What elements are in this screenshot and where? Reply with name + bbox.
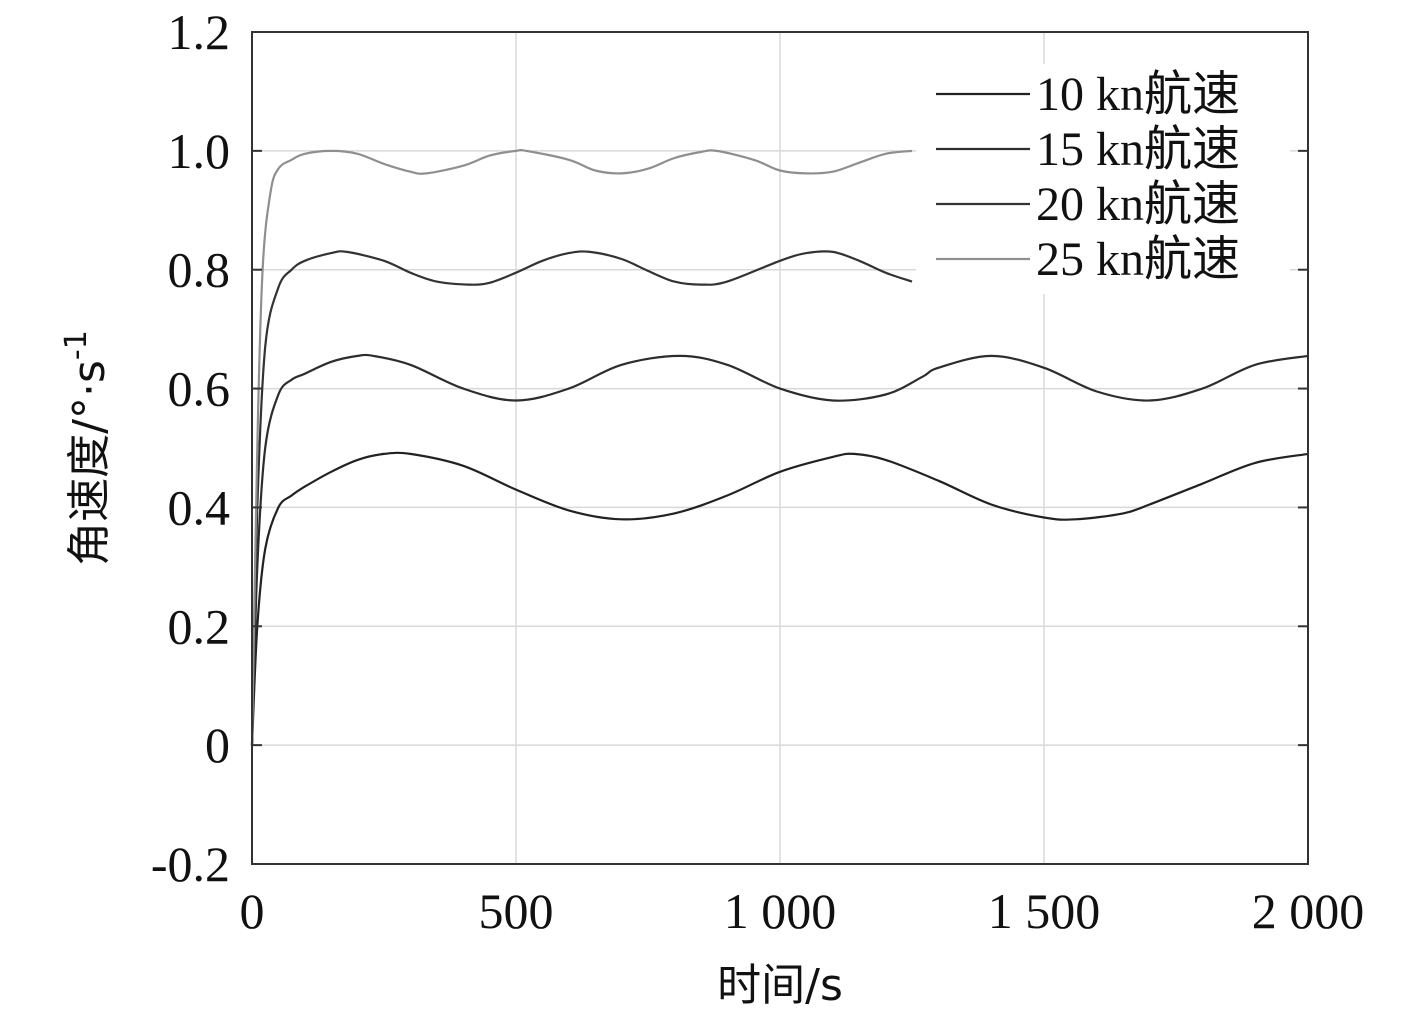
legend-background — [916, 64, 1290, 294]
y-tick-label: 0 — [205, 717, 230, 773]
y-tick-label: 0.6 — [168, 361, 231, 417]
x-tick-label: 1 500 — [988, 883, 1101, 939]
x-axis-label: 时间/s — [717, 960, 843, 1011]
y-tick-label: -0.2 — [151, 836, 230, 892]
x-tick-label: 500 — [479, 883, 554, 939]
x-tick-label: 2 000 — [1252, 883, 1365, 939]
y-tick-label: 1.2 — [168, 4, 231, 60]
y-axis-label-superscript: -1 — [59, 330, 94, 360]
y-axis-label-text: 角速度/°·s — [64, 360, 115, 566]
y-tick-label: 0.8 — [168, 242, 231, 298]
legend-label: 15 kn航速 — [1036, 123, 1240, 176]
y-tick-label: 0.4 — [168, 479, 231, 535]
series-line-4 — [250, 148, 913, 746]
tick-labels: 0 500 1 000 1 500 2 000-0.200.20.40.60.81.01… — [151, 4, 1364, 939]
legend-label: 10 kn航速 — [1036, 68, 1240, 121]
series-line-1 — [250, 451, 1309, 746]
plot-frame — [251, 31, 1309, 865]
x-tick-label: 1 000 — [724, 883, 837, 939]
y-tick-label: 0.2 — [168, 598, 231, 654]
series-line-3 — [250, 250, 913, 746]
y-axis-label: 角速度/°·s-1 — [59, 330, 115, 566]
legend-label: 20 kn航速 — [1036, 178, 1240, 231]
x-tick-label: 0 — [240, 883, 265, 939]
series-line-2 — [250, 353, 1309, 746]
legend-label: 25 kn航速 — [1036, 233, 1240, 286]
series-lines — [250, 148, 1309, 746]
y-tick-label: 1.0 — [168, 123, 231, 179]
